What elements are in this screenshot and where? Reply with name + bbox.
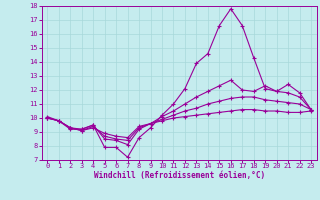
X-axis label: Windchill (Refroidissement éolien,°C): Windchill (Refroidissement éolien,°C): [94, 171, 265, 180]
